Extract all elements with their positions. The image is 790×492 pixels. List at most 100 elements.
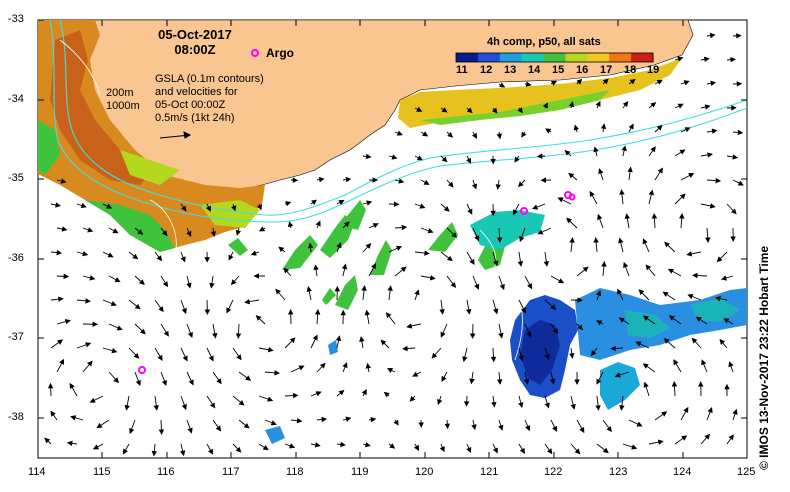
- depth-label-200m: 200m: [106, 87, 134, 99]
- velocity-arrow-head: [451, 232, 458, 238]
- velocity-arrow-head: [614, 372, 621, 378]
- velocity-arrow-head: [619, 405, 625, 411]
- velocity-arrow-head: [686, 251, 693, 257]
- velocity-arrow-head: [395, 245, 403, 251]
- gsla-note-line-3: 05-Oct 00:00Z: [155, 99, 226, 111]
- velocity-arrow-head: [465, 308, 472, 315]
- argo-float-2: [520, 207, 528, 215]
- isobath-200m: [59, 19, 748, 216]
- velocity-arrow-head: [186, 282, 192, 289]
- velocity-arrow-head: [679, 213, 685, 219]
- velocity-arrow-head: [705, 237, 711, 243]
- velocity-arrow-head: [521, 131, 527, 138]
- velocity-arrow-head: [657, 439, 664, 445]
- velocity-arrow-head: [466, 157, 472, 164]
- velocity-arrow-head: [92, 444, 100, 450]
- velocity-arrow-head: [719, 338, 726, 345]
- velocity-arrow-head: [493, 308, 499, 315]
- velocity-arrow-head: [642, 315, 649, 321]
- velocity-arrow-head: [204, 309, 211, 315]
- velocity-arrow-head: [557, 197, 564, 203]
- velocity-arrow-head: [124, 404, 130, 411]
- velocity-arrow-head: [57, 339, 64, 345]
- colorbar-segment: [609, 53, 632, 62]
- velocity-arrow-head: [704, 104, 711, 110]
- velocity-arrow-head: [450, 282, 457, 289]
- y-label-37: -37: [8, 331, 24, 343]
- colorbar-tick-labels: 11 12 13 14 15 16 17 18 19: [456, 64, 666, 78]
- velocity-arrow-head: [703, 56, 710, 63]
- gsla-note-line-4: 0.5m/s (1kt 24h): [155, 112, 235, 124]
- velocity-arrow-head: [341, 263, 348, 270]
- velocity-arrow-head: [711, 128, 718, 134]
- velocity-arrow-head: [724, 383, 730, 390]
- velocity-arrow-head: [238, 400, 245, 406]
- velocity-arrow-head: [401, 224, 408, 231]
- velocity-arrow-head: [122, 448, 128, 455]
- velocity-arrow-head: [47, 382, 54, 389]
- velocity-arrow-head: [406, 323, 413, 329]
- velocity-arrow-head: [365, 243, 372, 249]
- velocity-arrow-head: [44, 437, 51, 444]
- velocity-arrow-head: [413, 444, 420, 451]
- velocity-arrow-head: [728, 434, 734, 441]
- sst-patch-west-warm: [38, 20, 265, 252]
- velocity-arrow-head: [471, 183, 478, 190]
- velocity-arrow-head: [181, 205, 187, 212]
- velocity-arrow-head: [275, 288, 281, 295]
- colorbar-tick-18: 18: [624, 64, 637, 76]
- velocity-arrow-head: [372, 223, 379, 229]
- velocity-arrow-head: [716, 256, 723, 263]
- velocity-arrow-head: [492, 447, 498, 454]
- velocity-arrow-head: [114, 277, 121, 283]
- velocity-arrow-head: [602, 78, 609, 85]
- velocity-arrow-head: [107, 252, 114, 258]
- velocity-arrow-head: [226, 307, 232, 314]
- sst-patch-west-green: [38, 120, 175, 252]
- velocity-arrow-head: [570, 403, 576, 410]
- velocity-arrow-head: [416, 155, 423, 161]
- velocity-arrow-head: [256, 204, 263, 211]
- velocity-arrow-head: [298, 365, 305, 371]
- velocity-arrow-head: [129, 428, 135, 435]
- velocity-arrow-head: [573, 124, 579, 131]
- velocity-arrow-head: [208, 355, 214, 362]
- velocity-arrow-head: [398, 178, 405, 184]
- velocity-arrow-head: [315, 391, 322, 397]
- velocity-arrow-head: [342, 362, 348, 369]
- velocity-arrow-head: [518, 402, 524, 409]
- colorbar-frame: [455, 52, 654, 63]
- velocity-arrow-head: [287, 221, 294, 228]
- velocity-arrow-head: [314, 442, 321, 448]
- velocity-arrow-head: [542, 102, 548, 109]
- velocity-arrow-head: [215, 425, 222, 432]
- velocity-arrow-head: [441, 107, 448, 113]
- velocity-arrow-head: [50, 410, 56, 417]
- velocity-arrow-head: [134, 303, 141, 310]
- velocity-arrow-head: [601, 261, 607, 267]
- velocity-arrow-head: [87, 227, 94, 233]
- velocity-arrow-head: [292, 392, 299, 399]
- velocity-arrow-head: [387, 285, 393, 291]
- velocity-arrow-head: [595, 100, 601, 107]
- argo-float-1: [138, 366, 146, 374]
- velocity-arrow-head: [684, 127, 691, 133]
- velocity-arrow-head: [463, 401, 470, 407]
- gsla-note-line-2: and velocities for: [155, 86, 238, 98]
- y-label-35: -35: [8, 172, 24, 184]
- velocity-arrow-head: [444, 423, 451, 430]
- velocity-arrow-head: [439, 309, 445, 315]
- velocity-arrow-head: [216, 378, 222, 385]
- x-label-114: 114: [28, 466, 46, 478]
- velocity-arrow-head: [512, 209, 518, 216]
- velocity-arrow-head: [359, 336, 365, 343]
- colorbar-tick-16: 16: [576, 64, 589, 76]
- velocity-arrow-head: [532, 204, 539, 210]
- velocity-arrow-head: [568, 172, 575, 179]
- velocity-arrow-head: [393, 419, 399, 426]
- velocity-arrow-head: [593, 146, 599, 153]
- velocity-arrow-head: [704, 433, 711, 440]
- velocity-arrow-head: [600, 123, 607, 130]
- velocity-arrow-head: [182, 355, 188, 362]
